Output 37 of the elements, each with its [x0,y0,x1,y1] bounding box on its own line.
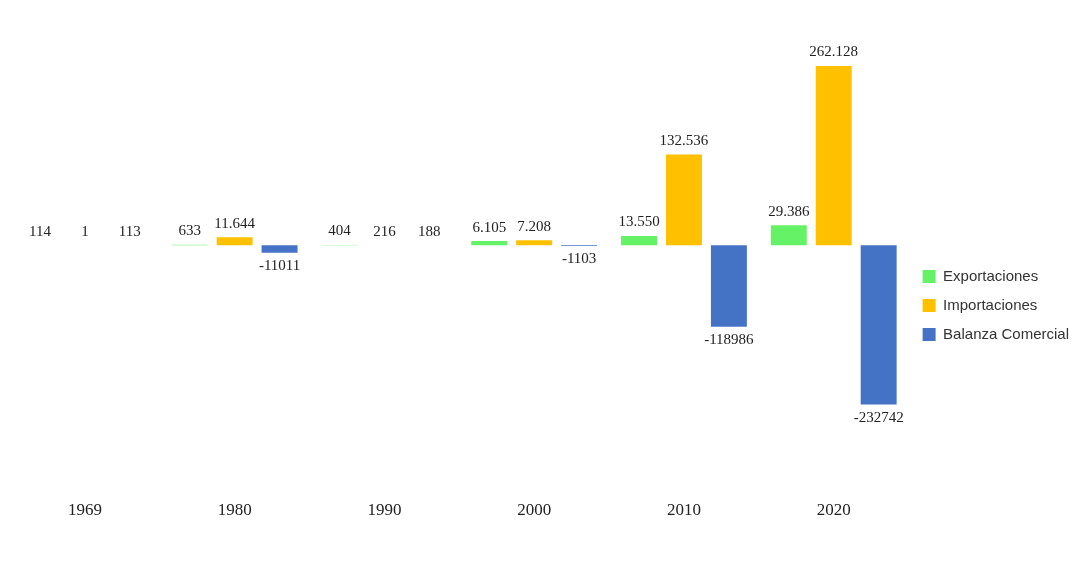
bar [860,245,897,405]
bar [516,240,553,246]
bar [665,154,702,246]
data-label: 6.105 [472,218,507,235]
bar [216,237,253,246]
data-label: -11011 [258,257,301,274]
data-label: -118986 [704,331,755,348]
legend-label: Exportaciones [943,266,1039,284]
bar [261,245,298,253]
data-label: 216 [373,222,397,239]
data-label: 633 [178,222,201,239]
x-tick-label: 1969 [67,500,102,520]
data-label: 11.644 [214,214,256,231]
data-label: -232742 [853,409,904,426]
legend-label: Importaciones [943,295,1038,313]
data-label: 262.128 [809,43,859,60]
x-tick-label: 2020 [816,500,851,520]
bar [621,236,657,246]
x-tick-label: 2010 [666,500,701,520]
data-label: 188 [418,222,441,239]
bar [770,225,807,246]
bar [815,65,852,246]
data-label: 13.550 [618,213,660,230]
data-label: 7.208 [517,217,552,234]
bar [471,241,508,246]
x-tick-label: 1980 [217,500,252,520]
data-label: 404 [328,222,352,239]
data-label: 113 [118,222,141,239]
data-label: 29.386 [768,202,810,219]
x-tick-label: 1990 [367,500,402,520]
data-label: 114 [28,222,52,239]
bar [710,245,747,327]
data-label: 132.536 [659,132,709,149]
data-label: -1103 [561,250,597,267]
data-label: 1 [81,222,89,239]
x-tick-label: 2000 [517,500,552,520]
legend-label: Balanza Comercial [943,324,1069,342]
